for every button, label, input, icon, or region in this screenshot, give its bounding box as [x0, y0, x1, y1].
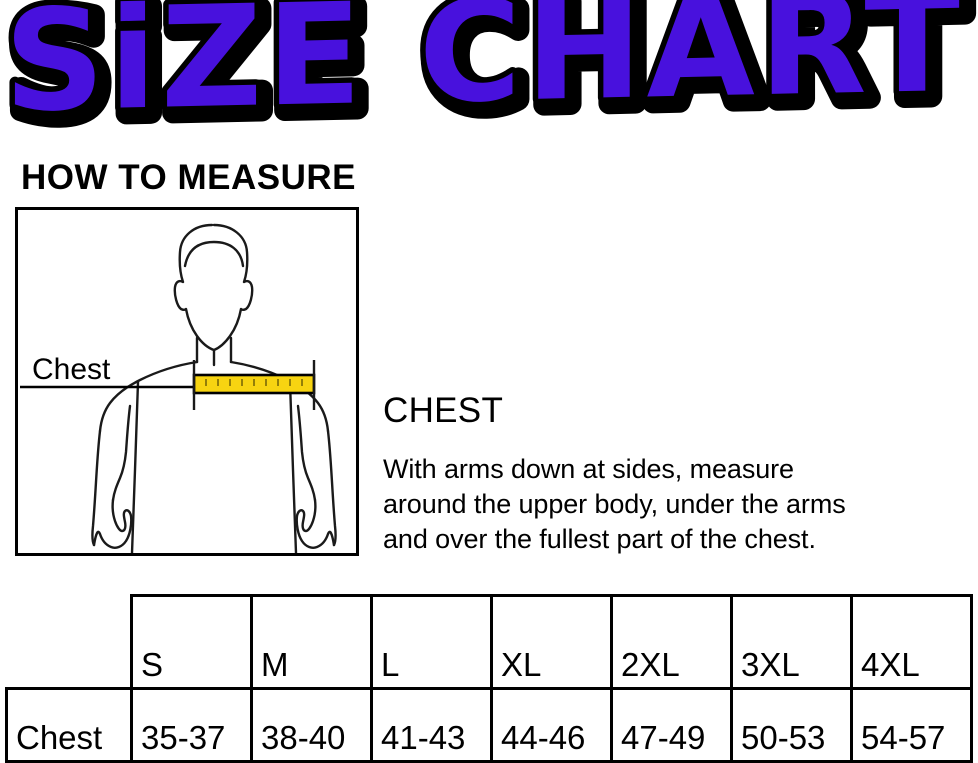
chest-measuring-tape [192, 373, 316, 395]
tape-ticks [205, 379, 303, 386]
page-title: SiZE CHART SiZE CHART [0, 0, 978, 149]
male-torso-diagram: Chest [20, 223, 337, 553]
title-shadow-layer: SiZE CHART [10, 0, 970, 149]
size-chart-title-art: SiZE CHART SiZE CHART [0, 0, 978, 149]
table-cell-chest-3xl: 50-53 [730, 687, 853, 763]
table-header-row: S M L XL 2XL 3XL 4XL [7, 594, 973, 690]
table-row-chest: Chest 35-37 38-40 41-43 44-46 47-49 50-5… [5, 687, 973, 763]
table-cell-chest-2xl: 47-49 [610, 687, 733, 763]
title-fill-layer: SiZE CHART [4, 0, 964, 144]
chest-callout-label: Chest [32, 353, 111, 386]
chest-description-line-1: With arms down at sides, measure [383, 454, 794, 484]
table-row-label-chest: Chest [5, 687, 133, 763]
table-cell-chest-4xl: 54-57 [850, 687, 973, 763]
table-header-m: M [250, 594, 373, 690]
table-cell-chest-xl: 44-46 [490, 687, 613, 763]
table-header-2xl: 2XL [610, 594, 733, 690]
table-cell-chest-l: 41-43 [370, 687, 493, 763]
how-to-measure-heading: HOW TO MEASURE [21, 158, 356, 197]
table-header-l: L [370, 594, 493, 690]
table-header-3xl: 3XL [730, 594, 853, 690]
chest-description: With arms down at sides, measure around … [383, 452, 978, 557]
table-cell-chest-m: 38-40 [250, 687, 373, 763]
table-header-4xl: 4XL [850, 594, 973, 690]
table-cell-chest-s: 35-37 [130, 687, 253, 763]
size-table: S M L XL 2XL 3XL 4XL Chest 35-37 38-40 4… [5, 594, 973, 763]
chest-section-heading: CHEST [383, 391, 504, 430]
chest-description-line-2: around the upper body, under the arms [383, 489, 846, 519]
table-header-xl: XL [490, 594, 613, 690]
size-table-container: S M L XL 2XL 3XL 4XL Chest 35-37 38-40 4… [5, 594, 973, 763]
table-corner-cell [7, 596, 132, 689]
measurement-illustration-box: Chest [15, 207, 359, 556]
table-header-s: S [130, 594, 253, 690]
chest-description-line-3: and over the fullest part of the chest. [383, 524, 816, 554]
